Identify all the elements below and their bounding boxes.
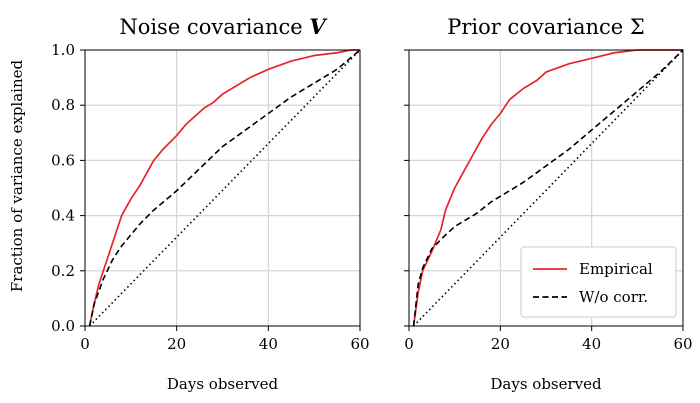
chart-title-text: Prior covariance — [447, 15, 630, 39]
legend-label: Empirical — [579, 260, 653, 278]
x-tick-label: 20 — [491, 335, 510, 353]
series-line-w-o-corr — [412, 49, 684, 327]
y-tick-label: 0.0 — [51, 317, 75, 335]
x-tick-label: 0 — [404, 335, 414, 353]
chart-title: Noise covariance V — [119, 14, 328, 39]
x-tick-label: 20 — [167, 335, 186, 353]
series-line-empirical — [412, 49, 683, 327]
x-tick-label: 40 — [582, 335, 601, 353]
chart-title-symbol: Σ — [630, 15, 645, 39]
y-axis-label: Fraction of variance explained — [8, 60, 26, 293]
x-tick-label: 40 — [259, 335, 278, 353]
y-tick-label: 1.0 — [51, 41, 75, 59]
chart-title-symbol: V — [309, 14, 328, 39]
x-tick-label: 0 — [80, 335, 90, 353]
series-line-empirical — [88, 49, 360, 327]
series-line-reference — [89, 49, 361, 327]
x-axis-label: Days observed — [490, 375, 602, 393]
legend-box — [520, 246, 677, 318]
panel-noise-covariance: 0 20 40 60 0.0 0.2 0.4 0.6 0.8 1.0 Days observed No… — [51, 14, 369, 393]
plot-frame — [84, 49, 361, 327]
legend: Empirical W/o corr. — [520, 246, 677, 318]
y-tick-label: 0.6 — [51, 151, 75, 169]
chart-title: Prior covariance Σ — [447, 15, 645, 39]
y-tick-label: 0.8 — [51, 96, 75, 114]
series-line-reference — [412, 49, 684, 327]
x-axis-label: Days observed — [167, 375, 279, 393]
y-tick-label: 0.4 — [51, 207, 75, 225]
panel-prior-covariance: 0 20 40 60 Days observed Prior covariance Σ Em… — [404, 15, 693, 393]
y-tick-label: 0.2 — [51, 262, 75, 280]
plot-frame — [408, 49, 684, 327]
series-line-w-o-corr — [88, 49, 361, 327]
x-tick-label: 60 — [673, 335, 692, 353]
legend-label: W/o corr. — [579, 288, 648, 306]
x-tick-label: 60 — [350, 335, 369, 353]
chart-title-text: Noise covariance — [119, 15, 309, 39]
